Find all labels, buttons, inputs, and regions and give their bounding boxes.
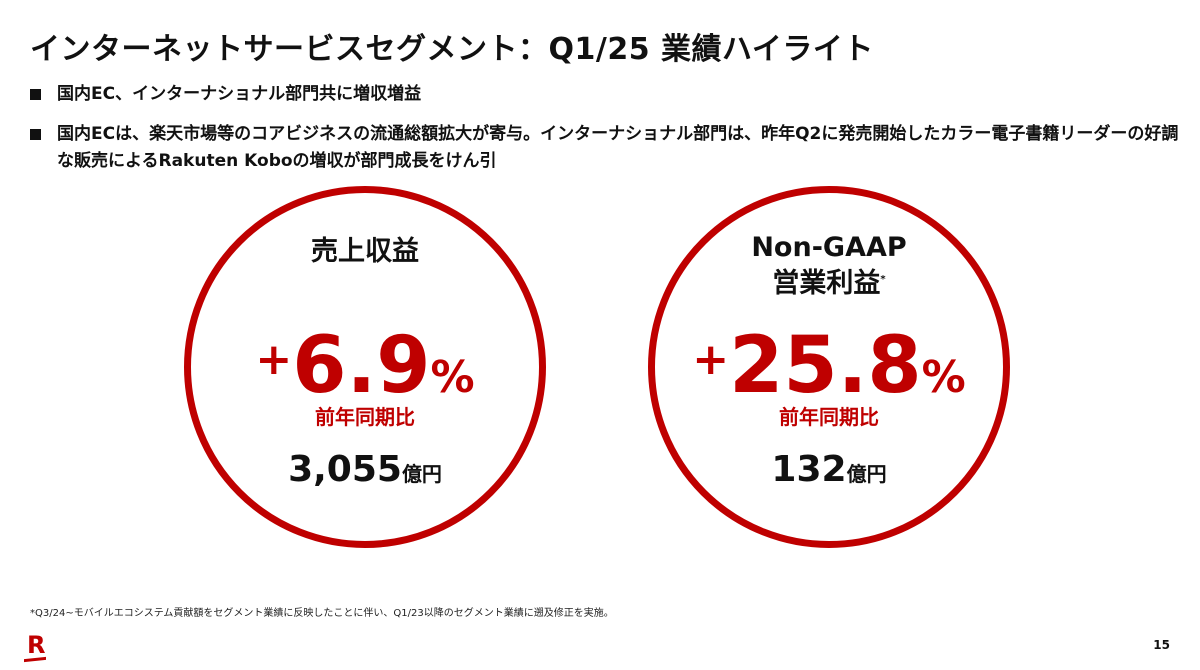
metric-label-line2: 営業利益 [772, 268, 881, 299]
bullet-square-icon [30, 129, 41, 140]
sign: + [692, 334, 730, 385]
operating-income-circle: Non-GAAP 営業利益* +25.8% 前年同期比 132億円 [648, 186, 1010, 548]
footnote: *Q3/24~モバイルエコシステム貢献額をセグメント業績に反映したことに伴い、Q… [30, 608, 614, 619]
rakuten-logo: R [27, 631, 46, 659]
growth-percent: +25.8% [655, 315, 1003, 423]
slide-title: インターネットサービスセグメント：Q1/25 業績ハイライト [30, 32, 874, 67]
amount-value: 3,055 [288, 449, 402, 490]
percent-sign: % [921, 352, 966, 403]
bullet-square-icon [30, 89, 41, 100]
amount: 3,055億円 [191, 449, 539, 490]
growth-value: 25.8 [729, 321, 922, 411]
amount: 132億円 [655, 449, 1003, 490]
amount-value: 132 [771, 449, 847, 490]
growth-value: 6.9 [292, 321, 431, 411]
footnote-mark: * [880, 274, 886, 285]
metric-label: 売上収益 [311, 236, 419, 267]
bullet-1: 国内EC、インターナショナル部門共に増収増益 [30, 81, 421, 108]
yoy-label: 前年同期比 [315, 405, 415, 429]
page-number: 15 [1153, 638, 1170, 652]
metric-label: Non-GAAP [751, 232, 907, 263]
percent-sign: % [430, 352, 475, 403]
amount-unit: 億円 [846, 462, 887, 486]
metric-label-2: 営業利益* [655, 263, 1003, 301]
revenue-circle: 売上収益 +6.9% 前年同期比 3,055億円 [184, 186, 546, 548]
yoy-label: 前年同期比 [779, 405, 879, 429]
amount-unit: 億円 [401, 462, 442, 486]
bullet-text: 国内EC、インターナショナル部門共に増収増益 [57, 84, 422, 104]
growth-percent: +6.9% [191, 315, 539, 423]
sign: + [255, 334, 293, 385]
bullet-2: 国内ECは、楽天市場等のコアビジネスの流通総額拡大が寄与。インターナショナル部門… [30, 121, 1180, 175]
bullet-text: 国内ECは、楽天市場等のコアビジネスの流通総額拡大が寄与。インターナショナル部門… [57, 124, 1179, 171]
